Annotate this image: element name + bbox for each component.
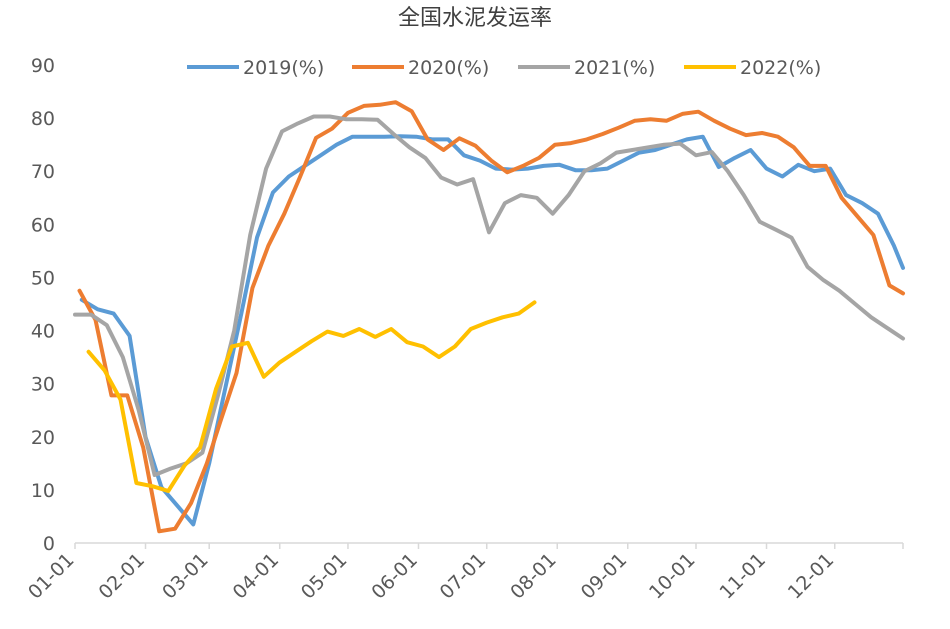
series-line-2019 (79, 134, 905, 527)
legend: 2019(%) 2020(%) 2021(%) 2022(%) (187, 57, 821, 79)
x-tick-label: 07-01 (436, 549, 491, 604)
x-tick-label: 03-01 (158, 549, 213, 604)
y-tick-label: 80 (31, 108, 55, 130)
plot-area (73, 100, 905, 534)
y-tick-label: 60 (31, 214, 55, 236)
legend-entry-label: 2021(%) (574, 57, 655, 79)
x-tick-label: 04-01 (229, 549, 284, 604)
y-tick-label: 30 (31, 374, 55, 396)
y-tick-label: 20 (31, 427, 55, 449)
x-tick-label: 02-01 (94, 549, 149, 604)
y-tick-label: 70 (31, 161, 55, 183)
x-tick-label: 12-01 (784, 549, 839, 604)
y-tick-label: 90 (31, 55, 55, 77)
legend-entry-label: 2020(%) (408, 57, 489, 79)
chart-title: 全国水泥发运率 (398, 6, 552, 31)
x-tick-label: 09-01 (577, 549, 632, 604)
y-tick-label: 40 (31, 321, 55, 343)
legend-entry-label: 2022(%) (740, 57, 821, 79)
y-tick-label: 50 (31, 267, 55, 289)
x-tick-label: 05-01 (297, 549, 352, 604)
series-line-2020 (77, 100, 905, 534)
x-tick-label: 10-01 (645, 549, 700, 604)
x-tick-label: 01-01 (24, 549, 79, 604)
x-tick-label: 06-01 (367, 549, 422, 604)
y-tick-label: 10 (31, 480, 55, 502)
series-line-2022 (86, 300, 537, 493)
legend-entry-label: 2019(%) (243, 57, 324, 79)
series-line-2021 (73, 114, 905, 477)
y-axis: 0 10 20 30 40 50 60 70 80 90 (31, 55, 55, 555)
x-tick-label: 08-01 (506, 549, 561, 604)
x-axis: 01-01 02-01 03-01 04-01 05-01 06-01 07-01 08-01… (24, 542, 904, 604)
y-tick-label: 0 (43, 533, 55, 555)
x-tick-label: 11-01 (715, 549, 770, 604)
